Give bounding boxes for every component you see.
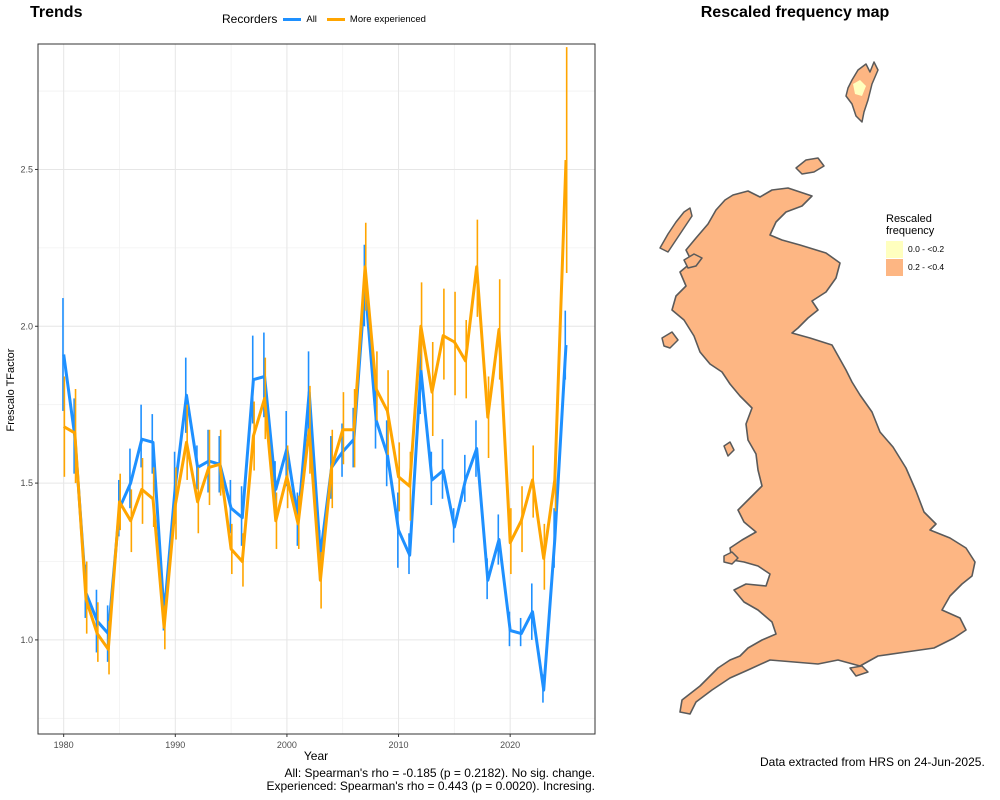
map-land-islay: [661, 331, 679, 349]
legend-title: Recorders: [222, 12, 278, 26]
data-source-note: Data extracted from HRS on 24-Jun-2025.: [760, 755, 985, 769]
map-low-frequency-cell: [853, 80, 866, 96]
series-more-experienced: [62, 47, 568, 675]
y-tick-label: 1.0: [20, 635, 33, 645]
stats-all: All: Spearman's rho = -0.185 (p = 0.2182…: [284, 766, 595, 780]
y-tick-label: 2.0: [20, 321, 33, 331]
series-all: [62, 244, 568, 703]
frequency-map: [659, 61, 976, 715]
map-legend-item: 0.0 - <0.2: [886, 240, 956, 258]
map-land-skye: [683, 253, 703, 269]
map-legend-swatch: [886, 258, 903, 276]
series-line: [62, 159, 568, 651]
trend-statistics: All: Spearman's rho = -0.185 (p = 0.2182…: [150, 766, 596, 793]
legend-label-more-experienced: More experienced: [349, 13, 426, 25]
chart-title: Trends: [30, 4, 83, 21]
legend-label-all: All: [306, 13, 317, 25]
grid: [38, 44, 595, 734]
map-land-orkney: [795, 157, 825, 175]
map-legend-item: 0.2 - <0.4: [886, 258, 956, 276]
y-axis-label: Frescalo TFactor: [5, 348, 17, 431]
x-tick-label: 2010: [389, 740, 409, 750]
x-tick-label: 1990: [165, 740, 185, 750]
map-land-isle-of-wight: [849, 665, 869, 677]
map-legend-title: Rescaled frequency: [886, 213, 935, 237]
map-land-hebrides: [659, 207, 693, 253]
map-legend-label: 0.0 - <0.2: [908, 244, 945, 254]
y-tick-label: 1.5: [20, 478, 33, 488]
stats-experienced: Experienced: Spearman's rho = 0.443 (p =…: [266, 779, 596, 793]
map-land-isle-of-man: [723, 441, 735, 457]
panel-border: [37, 43, 596, 735]
x-axis-label: Year: [304, 749, 328, 763]
trends-chart: 1980 1990 2000 2010 2020 1.0 1.5 2.0 2.5 Year Fr…: [5, 43, 596, 763]
map-legend-swatch: [886, 240, 903, 258]
x-tick-label: 1980: [54, 740, 74, 750]
legend-key-all: [283, 17, 302, 21]
map-legend-label: 0.2 - <0.4: [908, 262, 945, 272]
series-layer: [62, 47, 568, 703]
x-tick-label: 2020: [500, 740, 520, 750]
chart-legend: Recorders All More experienced: [222, 12, 434, 26]
x-tick-label: 2000: [277, 740, 297, 750]
map-title: Rescaled frequency map: [700, 4, 890, 21]
map-land-anglesey: [723, 551, 739, 565]
y-tick-label: 2.5: [20, 164, 33, 174]
map-legend: Rescaled frequency 0.0 - <0.2 0.2 - <0.4: [886, 213, 956, 276]
map-land-mainland: [671, 187, 976, 715]
legend-key-more-experienced: [326, 17, 345, 21]
series-line: [62, 284, 568, 692]
axes: 1980 1990 2000 2010 2020 1.0 1.5 2.0 2.5: [20, 164, 520, 750]
